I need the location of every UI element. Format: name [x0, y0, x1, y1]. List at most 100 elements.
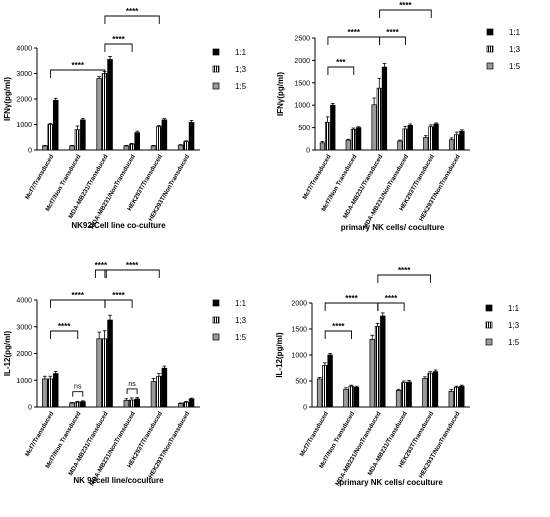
chart-2: 0 500 1000 1500 2000 2500 IFNγ(pg/ml) Mcf7/Tran…	[276, 1, 521, 232]
significance-bracket	[104, 299, 133, 308]
legend-swatch	[212, 299, 220, 307]
significance-label: ****	[345, 294, 358, 303]
bar	[123, 399, 130, 408]
legend-swatch	[485, 304, 493, 312]
legend-swatch	[485, 321, 493, 329]
significance-label: ****	[126, 261, 139, 270]
legend-swatch	[212, 48, 220, 56]
legend-swatch	[212, 333, 220, 341]
significance-bracket	[50, 330, 79, 339]
y-tick-label: 0	[28, 148, 32, 155]
significance-label: ****	[399, 1, 412, 10]
y-axis-label: IL-12(pg/ml)	[275, 332, 284, 378]
bar	[369, 339, 375, 408]
bar	[134, 398, 140, 408]
legend-label: 1;3	[235, 316, 247, 325]
bar	[188, 398, 195, 408]
bar	[74, 129, 81, 151]
legend-label: 1:1	[235, 48, 247, 57]
significance-bracket	[324, 302, 379, 311]
legend-label: 1:5	[235, 333, 247, 342]
ns-label: ns	[74, 384, 82, 391]
significance-bracket	[104, 15, 160, 24]
bar	[42, 145, 48, 151]
legend-swatch	[486, 45, 494, 53]
legend-label: 1:1	[508, 304, 520, 313]
bar	[101, 338, 108, 408]
chart-4: 0 500 1000 1500 2000 IL-12(pg/ml) Mcf7/Transdu…	[275, 266, 520, 487]
bar	[433, 123, 439, 151]
bar	[330, 104, 336, 151]
bar	[428, 126, 434, 151]
bar	[453, 386, 460, 408]
bar	[348, 385, 354, 408]
y-tick-label: 0	[306, 148, 310, 155]
significance-label: ****	[95, 261, 108, 270]
bar	[177, 144, 184, 151]
bar	[448, 139, 455, 151]
bar	[459, 130, 465, 151]
legend-label: 1:5	[235, 82, 247, 91]
bar	[448, 391, 454, 408]
legend-label: 1;3	[508, 321, 520, 330]
bar	[327, 354, 333, 408]
bar	[423, 137, 429, 151]
category-label: MDA-MB231/NonTransduced	[88, 153, 136, 230]
bar	[129, 399, 135, 408]
y-tick-label: 1000	[294, 103, 310, 110]
bar	[156, 375, 162, 408]
significance-label: ****	[386, 28, 399, 37]
bar	[319, 142, 326, 151]
y-tick-label: 2000	[16, 351, 32, 358]
bar	[345, 139, 351, 151]
bar	[161, 119, 168, 151]
bar	[183, 141, 189, 151]
bar	[129, 143, 135, 151]
category-label: MDA-MB231/NonTransduced	[334, 410, 382, 487]
significance-bracket	[50, 299, 106, 308]
significance-bracket	[377, 302, 405, 311]
x-axis-label: primary NK cells/ coculture	[339, 478, 443, 487]
significance-label: ***	[336, 58, 346, 67]
ns-bracket	[126, 388, 138, 394]
significance-label: ****	[112, 291, 125, 300]
significance-label: ****	[332, 322, 345, 331]
category-label: Mcf7/Transduced	[301, 153, 332, 200]
y-tick-label: 1000	[291, 353, 307, 360]
x-axis-label: NK92/Cell line co-culture	[71, 221, 166, 230]
significance-label: ****	[348, 28, 361, 37]
bar	[427, 372, 433, 408]
y-tick-label: 2000	[291, 301, 307, 308]
bar	[350, 129, 357, 151]
significance-bracket	[327, 36, 381, 45]
y-tick-label: 500	[298, 125, 310, 132]
y-axis-label: IL-12(pg/ml)	[3, 331, 12, 377]
bar	[374, 326, 381, 408]
y-tick-label: 0	[28, 405, 32, 412]
legend-swatch	[486, 28, 494, 36]
ns-label: ns	[128, 381, 136, 388]
bar	[432, 371, 439, 408]
bar	[183, 401, 189, 408]
bar	[380, 315, 386, 408]
bar	[402, 128, 408, 151]
bar	[47, 124, 54, 151]
bar	[74, 401, 81, 408]
x-axis-label: primary NK cells/ coculture	[341, 223, 445, 232]
bar	[69, 402, 75, 408]
significance-bracket	[327, 66, 355, 75]
bar	[107, 319, 113, 408]
bar	[376, 87, 382, 151]
significance-label: ****	[72, 291, 85, 300]
bar	[381, 66, 388, 151]
significance-bracket	[94, 269, 107, 278]
bar	[177, 403, 184, 408]
category-label: Mcf7/Transduced	[299, 410, 330, 457]
bar	[69, 145, 75, 151]
legend-swatch	[212, 82, 220, 90]
legend-swatch	[486, 62, 494, 70]
bar	[401, 382, 407, 408]
bar	[406, 381, 412, 408]
significance-label: ****	[398, 266, 411, 275]
